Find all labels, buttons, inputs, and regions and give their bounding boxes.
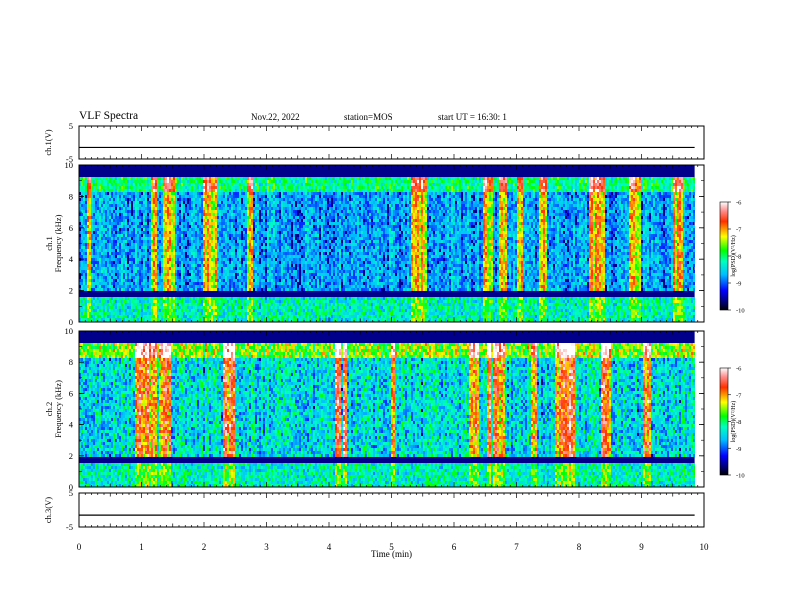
ch1-spectrogram-image bbox=[79, 165, 695, 322]
colorbar-1 bbox=[719, 201, 729, 311]
ch2-spectrogram-ytick: 10 bbox=[65, 326, 74, 336]
colorbar-2 bbox=[719, 367, 729, 476]
ch2-spectrogram-ylabel-channel: ch.2 bbox=[44, 402, 54, 416]
ch1-voltage-ylabel: ch.1(V) bbox=[43, 129, 53, 155]
ch1-spectrogram-ylabel: Frequency (kHz) bbox=[53, 214, 63, 272]
ch2-spectrogram-ytick: 2 bbox=[69, 451, 73, 461]
xtick-label: 8 bbox=[577, 542, 582, 552]
colorbar-tick: -8 bbox=[736, 254, 741, 261]
ch2-spectrogram-ytick: 8 bbox=[69, 357, 73, 367]
xtick-label: 2 bbox=[202, 542, 207, 552]
start-ut-label: start UT = 16:30: 1 bbox=[438, 112, 507, 122]
ch3-voltage-ytick: 5 bbox=[69, 488, 73, 498]
colorbar-tick: -6 bbox=[736, 200, 742, 207]
ch2-spectrogram-image bbox=[79, 331, 695, 487]
colorbar-tick: -10 bbox=[736, 308, 745, 315]
ch2-spectrogram-ytick: 6 bbox=[69, 388, 73, 398]
ch1-spectrogram-ytick: 0 bbox=[69, 317, 73, 327]
voltage-traces bbox=[79, 146, 695, 516]
xtick-label: 6 bbox=[452, 542, 457, 552]
date-label: Nov.22, 2022 bbox=[251, 112, 300, 122]
ch1-spectrogram-ytick: 2 bbox=[69, 286, 73, 296]
colorbar-tick: -8 bbox=[736, 419, 741, 426]
ch2-spectrogram-ylabel: Frequency (kHz) bbox=[53, 380, 63, 438]
ch1-spectrogram-ytick: 10 bbox=[65, 160, 74, 170]
ch3-voltage-frame bbox=[78, 492, 705, 528]
xtick-label: 9 bbox=[639, 542, 644, 552]
colorbar-tick: -6 bbox=[736, 366, 742, 373]
xtick-label: 5 bbox=[389, 542, 394, 552]
xtick-label: 1 bbox=[139, 542, 144, 552]
ch3-voltage-ylabel: ch.3(V) bbox=[43, 497, 53, 523]
colorbar-tick: -9 bbox=[736, 281, 741, 288]
colorbar-label: log(PSD)(V²/Hz) bbox=[730, 401, 737, 442]
colorbar-label: log(PSD)(V²/Hz) bbox=[730, 235, 737, 276]
ch2-spectrogram-ytick: 4 bbox=[69, 420, 74, 430]
xtick-label: 4 bbox=[327, 542, 332, 552]
x-axis-label: Time (min) bbox=[371, 549, 412, 559]
ch1-voltage-ytick: 5 bbox=[69, 121, 73, 131]
ch2-spectrogram-ytick: 0 bbox=[69, 482, 73, 492]
colorbar-tick: -7 bbox=[736, 392, 742, 399]
ch1-spectrogram-ytick: 6 bbox=[69, 223, 73, 233]
xtick-label: 3 bbox=[264, 542, 269, 552]
ch1-spectrogram-ytick: 8 bbox=[69, 191, 73, 201]
station-label: station=MOS bbox=[344, 112, 393, 122]
axes-frames bbox=[78, 125, 731, 528]
ch1-spectrogram-ylabel-channel: ch.1 bbox=[44, 236, 54, 250]
colorbar-tick: -7 bbox=[736, 227, 742, 234]
ch1-voltage-ytick: -5 bbox=[66, 154, 73, 164]
colorbar-tick: -10 bbox=[736, 473, 745, 480]
xtick-label: 10 bbox=[700, 542, 710, 552]
colorbar-tick: -9 bbox=[736, 446, 741, 453]
chart-title: VLF Spectra bbox=[79, 110, 138, 122]
ch1-spectrogram-ytick: 4 bbox=[69, 254, 74, 264]
xtick-label: 7 bbox=[514, 542, 519, 552]
xtick-label: 0 bbox=[77, 542, 82, 552]
ch3-voltage-ytick: -5 bbox=[66, 522, 73, 532]
